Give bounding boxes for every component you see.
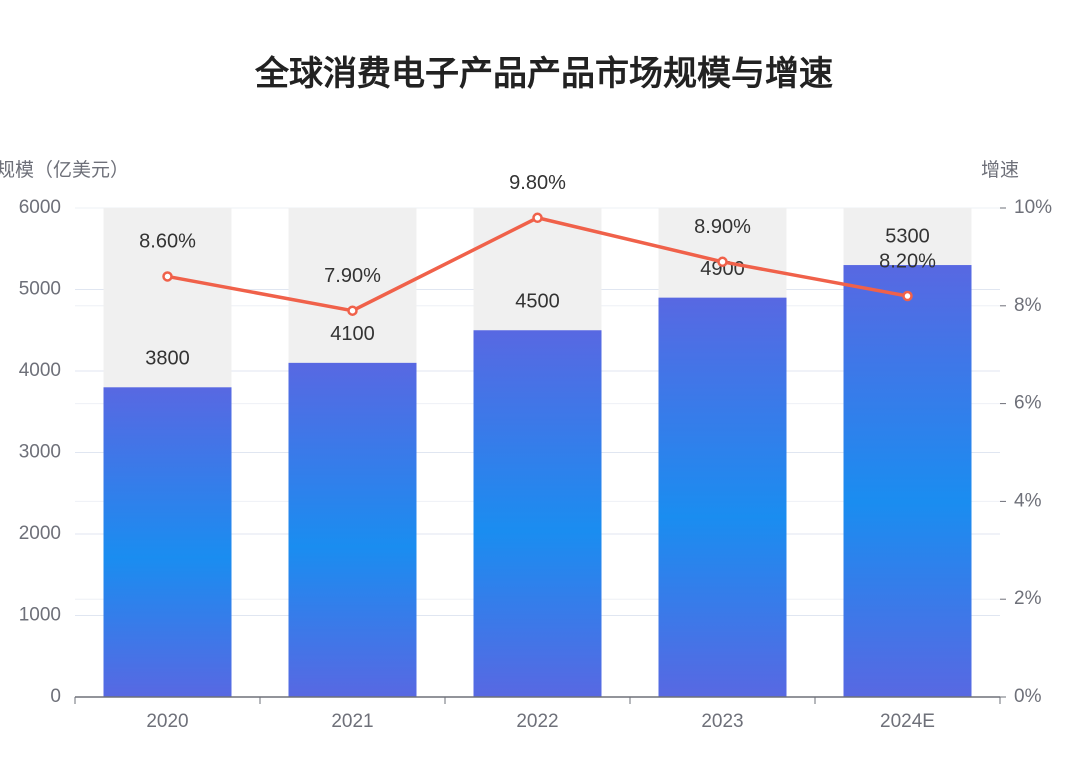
line-point	[902, 290, 913, 302]
bar	[843, 265, 972, 697]
x-tick-label: 2021	[331, 711, 373, 732]
line-value-label: 8.90%	[694, 216, 751, 238]
bar	[473, 330, 602, 697]
y2-tick-label: 4%	[1014, 490, 1042, 511]
x-tick-label: 2020	[146, 711, 188, 732]
bar-value-label: 3800	[145, 348, 190, 370]
y2-tick-label: 0%	[1014, 686, 1042, 707]
x-tick-label: 2022	[516, 711, 558, 732]
y2-axis-label: 增速	[981, 159, 1019, 181]
y-tick-label: 5000	[19, 279, 61, 300]
y-tick-label: 4000	[19, 360, 61, 381]
bar	[103, 387, 232, 697]
bar-value-label: 4500	[515, 291, 560, 313]
y-tick-label: 3000	[19, 442, 61, 463]
line-value-label: 8.60%	[139, 231, 196, 253]
bar-value-label: 5300	[885, 225, 930, 247]
y-tick-label: 2000	[19, 523, 61, 544]
chart-title: 全球消费电子产品产品市场规模与增速	[254, 54, 833, 93]
line-value-label: 8.20%	[879, 250, 936, 272]
line-point	[717, 256, 728, 268]
y-tick-label: 6000	[19, 197, 61, 218]
y-tick-label: 1000	[19, 605, 61, 626]
line-point	[347, 305, 358, 316]
line-value-label: 7.90%	[324, 265, 381, 287]
y2-tick-label: 10%	[1014, 197, 1052, 218]
y-axis-label: 规模（亿美元）	[0, 159, 129, 181]
bar-value-label: 4100	[330, 323, 375, 345]
x-tick-label: 2024E	[880, 711, 935, 732]
y2-tick-label: 6%	[1014, 393, 1042, 414]
y2-tick-label: 2%	[1014, 588, 1042, 609]
line-value-label: 9.80%	[509, 172, 566, 194]
bar	[658, 297, 787, 697]
line-point	[162, 271, 173, 282]
line-point	[532, 212, 543, 224]
bar	[288, 362, 417, 697]
y2-tick-label: 8%	[1014, 295, 1042, 316]
x-tick-label: 2023	[701, 711, 743, 732]
y-tick-label: 0	[50, 686, 61, 707]
